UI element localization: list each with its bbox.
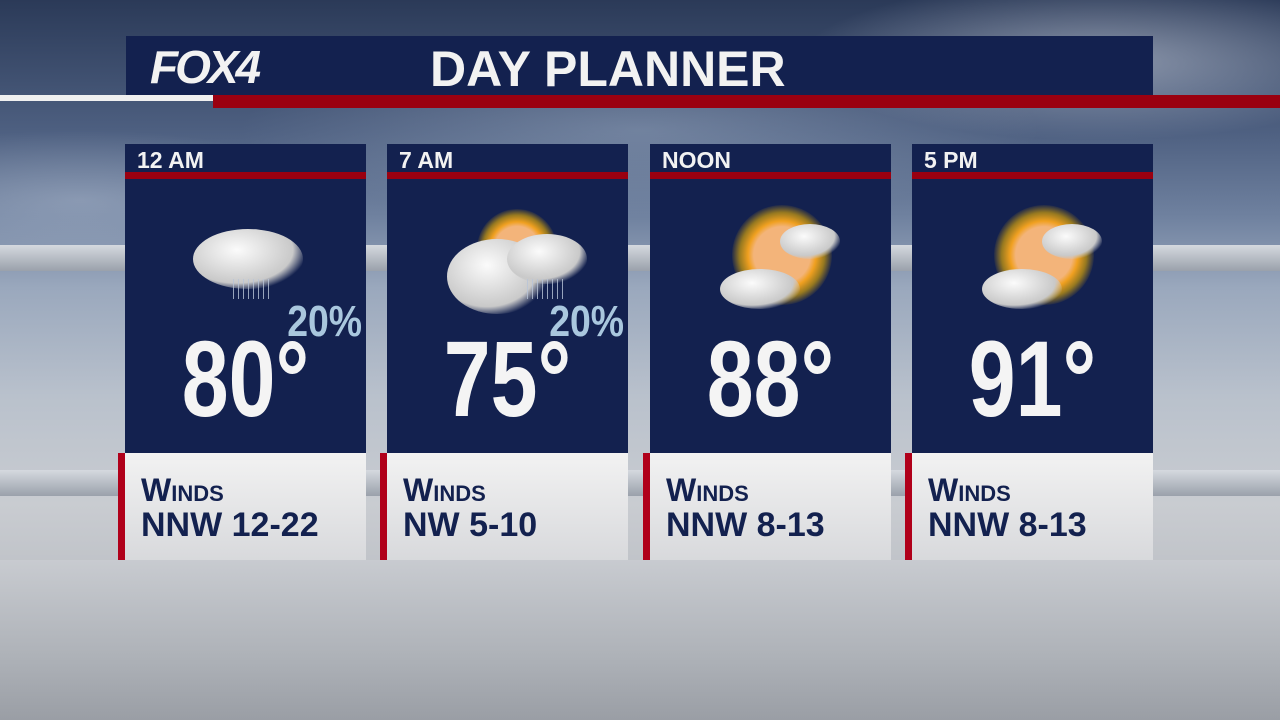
- winds-box: Winds NNW 8-13: [643, 453, 891, 560]
- page-title: DAY PLANNER: [430, 41, 786, 97]
- divider: [213, 95, 1280, 108]
- temperature: 80°: [181, 318, 310, 439]
- temperature: 91°: [968, 318, 1097, 439]
- header-bar: FOX4 DAY PLANNER: [126, 36, 1153, 97]
- partly-sunny-icon: [710, 199, 840, 309]
- partly-cloudy-rain-icon: [447, 199, 587, 314]
- winds-value: NNW 8-13: [928, 506, 1087, 544]
- forecast-card: 7 AM 20% 75° Winds NW 5-10: [380, 144, 628, 560]
- temperature: 75°: [443, 318, 572, 439]
- precip-chance: 20%: [549, 297, 624, 346]
- winds-value: NNW 12-22: [141, 506, 319, 544]
- partly-sunny-icon: [972, 199, 1102, 309]
- rain-cloud-icon: [185, 199, 315, 309]
- forecast-card: 12 AM 20% 80° Winds NNW 12-22: [118, 144, 366, 560]
- time-label: 7 AM: [387, 144, 628, 173]
- forecast-card: NOON 88° Winds NNW 8-13: [643, 144, 891, 560]
- winds-label: Winds: [928, 472, 1011, 508]
- winds-box: Winds NW 5-10: [380, 453, 628, 560]
- time-label: NOON: [650, 144, 891, 173]
- winds-label: Winds: [141, 472, 224, 508]
- winds-label: Winds: [666, 472, 749, 508]
- studio-floor: [0, 560, 1280, 720]
- winds-label: Winds: [403, 472, 486, 508]
- winds-value: NNW 8-13: [666, 506, 825, 544]
- time-label: 5 PM: [912, 144, 1153, 173]
- winds-box: Winds NNW 12-22: [118, 453, 366, 560]
- winds-box: Winds NNW 8-13: [905, 453, 1153, 560]
- precip-chance: 20%: [287, 297, 362, 346]
- divider: [0, 95, 213, 101]
- temperature: 88°: [706, 318, 835, 439]
- fox4-logo: FOX4: [150, 41, 261, 93]
- winds-value: NW 5-10: [403, 506, 538, 544]
- forecast-card: 5 PM 91° Winds NNW 8-13: [905, 144, 1153, 560]
- time-label: 12 AM: [125, 144, 366, 173]
